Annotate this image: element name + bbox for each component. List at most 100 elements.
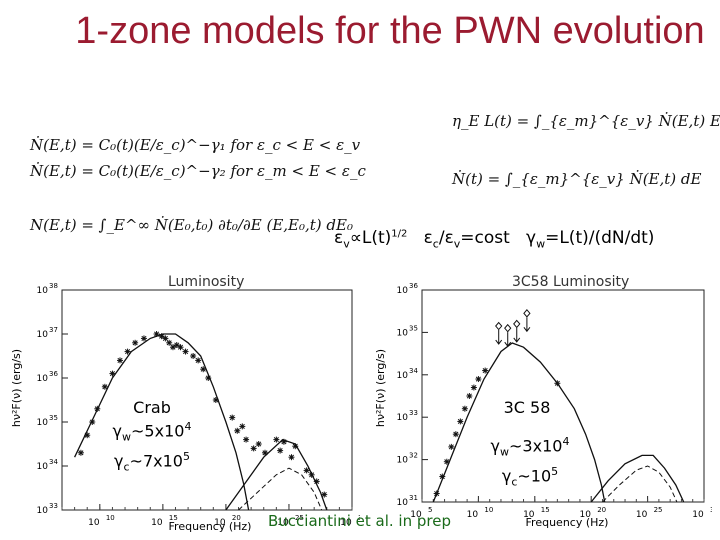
data-point [288, 454, 295, 461]
data-point [452, 431, 459, 438]
equation-particle-rate: Ṅ(t) = ∫_{ε_m}^{ε_v} Ṅ(E,t) dE [452, 170, 702, 188]
3c58-gamma-c: γc~105 [501, 464, 559, 489]
data-point [470, 384, 477, 391]
y-tick-exponent: 35 [409, 324, 418, 332]
x-tick-label: 10 [151, 518, 163, 528]
model-curve [432, 342, 606, 503]
y-tick-label: 10 [397, 286, 409, 296]
y-tick-exponent: 33 [49, 502, 58, 510]
y-tick-exponent: 37 [49, 326, 58, 334]
x-tick-label: 10 [88, 518, 100, 528]
equation-injection-high: Ṅ(E,t) = C₀(t)(E/ε_c)^−γ₁ for ε_c < E < … [30, 136, 361, 154]
model-curve-dashed [238, 467, 323, 511]
data-point [89, 419, 96, 425]
y-tick-exponent: 36 [409, 282, 418, 290]
data-point [277, 447, 284, 454]
data-point [190, 353, 197, 359]
x-tick-label: 10 [579, 510, 591, 520]
y-tick-label: 10 [37, 418, 49, 428]
x-tick-exponent: 15 [169, 514, 178, 522]
upper-limit-point [523, 309, 531, 318]
data-point [195, 357, 202, 364]
x-tick-label: 10 [277, 518, 289, 528]
data-point [482, 367, 489, 374]
data-point [433, 490, 440, 497]
x-tick-label: 10 [214, 518, 226, 528]
rel-epsilon-v: εv∝L(t)1/2 [334, 228, 408, 251]
equation-energy-normalization: η_E L(t) = ∫_{ε_m}^{ε_v} Ṅ(E,t) E dE [452, 112, 720, 130]
upper-limit-arrow [513, 327, 521, 343]
y-tick-label: 10 [37, 374, 49, 384]
crab-gamma-w: γw~5x104 [112, 420, 192, 444]
upper-limit-arrow [504, 332, 512, 347]
data-point [303, 467, 310, 474]
y-tick-exponent: 38 [49, 282, 58, 290]
data-point [166, 339, 173, 346]
data-point [182, 348, 189, 355]
upper-limit-point [504, 323, 512, 333]
data-point [239, 423, 246, 430]
rel-gamma-w: γw=L(t)/(dN/dt) [526, 228, 655, 251]
data-point [439, 473, 446, 480]
x-tick-exponent: 30 [710, 506, 712, 514]
data-point [177, 344, 184, 351]
x-axis-label: Frequency (Hz) [526, 516, 609, 529]
data-point [250, 445, 257, 452]
x-tick-exponent: 20 [232, 514, 241, 522]
data-point [443, 458, 450, 465]
y-tick-label: 10 [397, 328, 409, 338]
y-tick-exponent: 35 [49, 414, 58, 422]
data-point [280, 438, 287, 445]
rel-epsilon-ratio: εc/εv=cost [423, 228, 510, 251]
data-point [77, 449, 84, 456]
x-tick-exponent: 5 [428, 506, 432, 514]
y-tick-exponent: 36 [49, 370, 58, 378]
data-point [313, 478, 320, 485]
data-point [162, 335, 169, 342]
data-point [153, 331, 160, 337]
data-point [461, 405, 468, 412]
y-tick-label: 10 [397, 498, 409, 508]
credit-text: Bucciantini et al. in prep [268, 512, 451, 530]
y-tick-label: 10 [397, 456, 409, 466]
data-point [124, 348, 131, 355]
data-point [140, 335, 147, 342]
model-curve [74, 333, 250, 511]
upper-limit-arrow [495, 330, 503, 345]
chart-title: 3C58 Luminosity [512, 274, 629, 290]
y-axis-label: hν²F(ν) (erg/s) [374, 349, 387, 427]
x-tick-label: 10 [467, 510, 479, 520]
x-tick-exponent: 25 [654, 506, 663, 514]
x-tick-exponent: 30 [358, 514, 360, 522]
crab-gamma-c: γc~7x105 [114, 449, 190, 474]
data-point [101, 383, 108, 390]
data-point [84, 432, 91, 439]
x-tick-label: 10 [523, 510, 535, 520]
x-axis-label: Frequency (Hz) [169, 520, 252, 533]
x-tick-label: 10 [636, 510, 648, 520]
y-tick-exponent: 31 [409, 494, 418, 502]
data-point [466, 393, 473, 399]
x-tick-label: 10 [340, 518, 352, 528]
plot-frame [61, 289, 353, 511]
data-point [94, 405, 101, 412]
data-point [200, 366, 207, 373]
upper-limit-arrow [523, 317, 531, 333]
3c58-gammas: γw~3x104 γc~105 [480, 432, 580, 491]
data-point [109, 370, 116, 377]
model-curve [590, 454, 685, 503]
y-tick-label: 10 [37, 506, 49, 516]
x-tick-exponent: 15 [541, 506, 550, 514]
data-point [475, 376, 482, 383]
y-tick-label: 10 [37, 330, 49, 340]
model-curve-dashed [602, 465, 678, 503]
x-tick-exponent: 10 [106, 514, 115, 522]
crab-luminosity-chart: Luminosity Frequency (Hz) hν²F(ν) (erg/s… [10, 274, 360, 533]
data-point [117, 357, 123, 364]
y-tick-label: 10 [397, 413, 409, 423]
plot-frame [421, 289, 705, 503]
y-tick-label: 10 [37, 462, 49, 472]
data-point [292, 443, 299, 450]
x-tick-exponent: 25 [295, 514, 304, 522]
data-point [321, 491, 328, 498]
